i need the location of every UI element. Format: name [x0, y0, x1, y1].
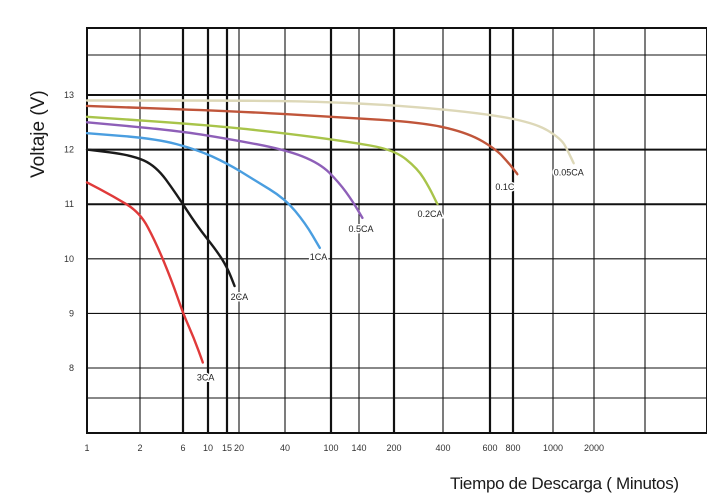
grid-layer — [87, 28, 707, 433]
series-label-3ca: 3CA — [197, 373, 215, 383]
y-axis-label: Voltaje (V) — [2, 60, 62, 180]
series-label-1ca: 1CA — [310, 252, 328, 262]
x-axis-label: Tiempo de Descarga ( Minutos) — [450, 474, 679, 493]
x-tick-label: 10 — [203, 443, 213, 453]
series-line-0-2ca — [85, 115, 439, 206]
y-tick-label: 9 — [69, 308, 74, 318]
series-line-0-05ca — [85, 99, 575, 165]
series-line-3ca — [85, 181, 205, 364]
y-axis-label-text: Voltaje (V) — [28, 90, 49, 178]
series-label-0-5ca: 0.5CA — [348, 224, 373, 234]
x-tick-label: 1000 — [543, 443, 563, 453]
series-label-0-1c: 0.1C — [495, 182, 515, 192]
plot-area — [86, 27, 707, 434]
series-label-0-05ca: 0.05CA — [554, 167, 584, 177]
series-line-2ca — [85, 148, 236, 288]
x-tick-label: 1 — [84, 443, 89, 453]
y-axis-label-svg: Voltaje (V) — [28, 90, 49, 178]
x-tick-label: 2000 — [584, 443, 604, 453]
ticks-layer: 1 2 6 10 15 20 40 100 140 200 400 600 800 1000 2000891… — [64, 90, 604, 453]
x-tick-label: 6 — [180, 443, 185, 453]
x-tick-label: 15 — [222, 443, 232, 453]
x-tick-label: 200 — [386, 443, 401, 453]
series-line-0-1c — [85, 104, 519, 176]
y-tick-label: 8 — [69, 363, 74, 373]
series-line-1ca — [85, 132, 321, 250]
x-tick-label: 20 — [234, 443, 244, 453]
series-label-2ca: 2CA — [231, 292, 249, 302]
y-tick-label: 13 — [64, 90, 74, 100]
x-tick-label: 100 — [323, 443, 338, 453]
x-tick-label: 2 — [137, 443, 142, 453]
x-tick-label: 600 — [482, 443, 497, 453]
y-tick-label: 12 — [64, 145, 74, 155]
x-tick-label: 800 — [505, 443, 520, 453]
series-label-0-2ca: 0.2CA — [417, 209, 442, 219]
series-line-0-5ca — [85, 121, 364, 220]
y-tick-label: 11 — [65, 199, 74, 209]
x-tick-label: 140 — [351, 443, 366, 453]
x-tick-label: 400 — [435, 443, 450, 453]
x-tick-label: 40 — [280, 443, 290, 453]
y-tick-label: 10 — [64, 254, 74, 264]
series-layer: 3CA 2CA 1CA 0.5CA 0.2CA 0.1C 0.05CA — [85, 99, 585, 384]
